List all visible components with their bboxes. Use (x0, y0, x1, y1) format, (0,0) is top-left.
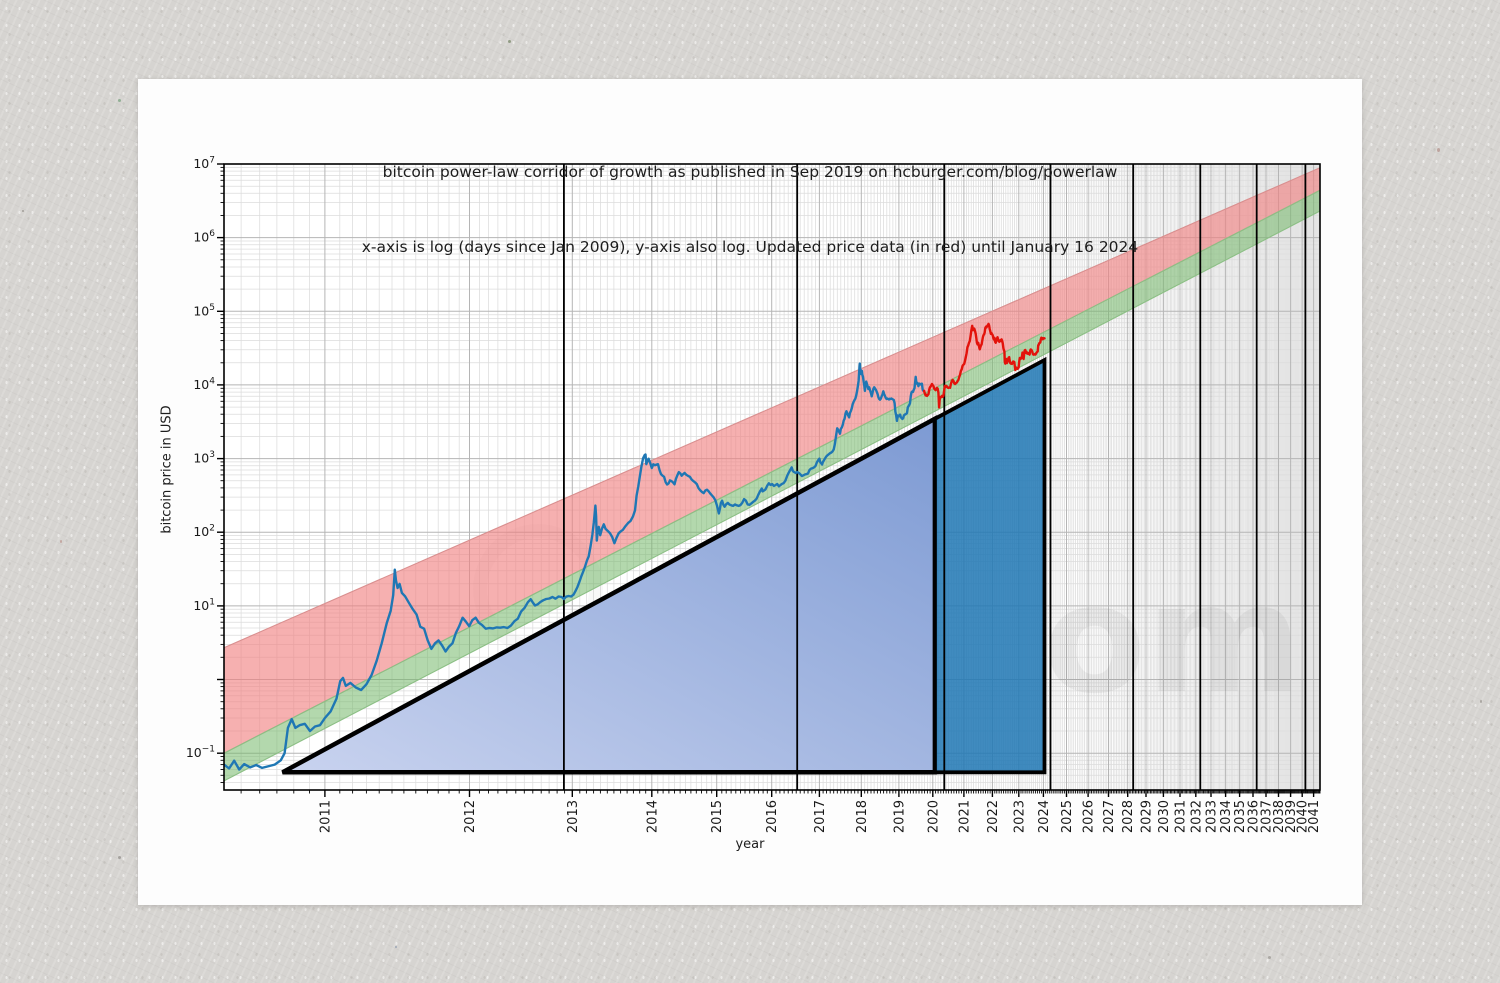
x-tick-label-2041: 2041 (1307, 800, 1322, 833)
x-tick-label-2020: 2020 (926, 800, 941, 833)
x-tick-label-2029: 2029 (1140, 800, 1155, 833)
x-tick-label-2035: 2035 (1233, 800, 1248, 833)
x-tick-label-2032: 2032 (1189, 800, 1204, 833)
x-tick-label-2015: 2015 (710, 800, 725, 833)
x-tick-labels: 2011 2012 2013 2014 2015 2016 2017 2018 2019 2020… (318, 800, 1322, 833)
halving-lines (562, 164, 1307, 790)
watermark-text: om (1043, 553, 1302, 727)
chart-title-line1: bitcoin power-law corridor of growth as … (382, 163, 1118, 181)
x-axis-label: year (735, 837, 765, 852)
y-tick-exponent: 1 (209, 597, 215, 607)
x-tick-label-2031: 2031 (1174, 800, 1189, 833)
tick-marks (217, 163, 1321, 797)
x-tick-label-2018: 2018 (855, 800, 870, 833)
x-tick-label-2026: 2026 (1082, 800, 1097, 833)
x-tick-label-2023: 2023 (1012, 800, 1027, 833)
paper-speck (60, 540, 62, 543)
y-tick-exponent: 7 (209, 156, 215, 166)
paper-speck (1268, 956, 1271, 959)
x-tick-label-2036: 2036 (1247, 800, 1262, 833)
extension-block (933, 356, 1047, 775)
x-tick-label-2016: 2016 (765, 800, 780, 833)
x-tick-label-2013: 2013 (566, 800, 581, 833)
paper-speck (508, 40, 511, 43)
x-tick-label-2028: 2028 (1121, 800, 1136, 833)
x-tick-label-2038: 2038 (1272, 800, 1287, 833)
x-tick-label-2019: 2019 (892, 800, 907, 833)
y-tick-label-10e4: 104 (193, 376, 215, 392)
corridor-band-upper (224, 167, 1320, 754)
y-tick-exponent: 2 (209, 524, 215, 534)
paper-speck (1480, 700, 1482, 703)
x-tick-label-2039: 2039 (1284, 800, 1299, 833)
chart-title-line2: x-axis is log (days since Jan 2009), y-a… (361, 238, 1139, 256)
y-tick-exponent: −1 (202, 745, 215, 755)
x-tick-label-2022: 2022 (986, 800, 1001, 833)
chart-title: bitcoin power-law corridor of growth as … (138, 110, 1362, 310)
paper-speck (118, 99, 121, 102)
corridor-band-lower-edge (224, 210, 1320, 782)
price-line-updated (922, 322, 1046, 409)
x-tick-label-2033: 2033 (1205, 800, 1220, 833)
y-tick-exponent: 6 (209, 229, 215, 239)
corridor-band-upper-edge (224, 167, 1320, 649)
y-tick-exponent: 5 (209, 303, 215, 313)
watermark: om (473, 524, 1302, 727)
x-tick-label-2027: 2027 (1102, 800, 1117, 833)
y-tick-exponent: 3 (209, 450, 215, 460)
paper-speck (395, 946, 397, 948)
y-tick-label-10e1: 101 (193, 597, 215, 613)
y-tick-label-10e2: 102 (193, 524, 215, 540)
x-tick-label-2017: 2017 (813, 800, 828, 833)
x-tick-label-2037: 2037 (1260, 800, 1275, 833)
x-tick-label-2024: 2024 (1037, 800, 1052, 833)
paper-speck (1437, 148, 1440, 152)
y-tick-label-10e3: 103 (193, 450, 215, 466)
x-tick-label-2030: 2030 (1157, 800, 1172, 833)
corridor-band-lower-edge (224, 189, 1320, 754)
y-tick-exponent: 4 (209, 376, 215, 386)
x-tick-label-2011: 2011 (318, 800, 333, 833)
y-axis-label: bitcoin price in USD (159, 405, 175, 534)
chart-image-card: bitcoin power-law corridor of growth as … (138, 79, 1362, 905)
x-tick-label-2034: 2034 (1219, 800, 1234, 833)
x-tick-label-2040: 2040 (1296, 800, 1311, 833)
x-tick-label-2021: 2021 (957, 800, 972, 833)
x-tick-label-2014: 2014 (645, 800, 660, 833)
paper-speck (22, 210, 24, 212)
x-tick-label-2012: 2012 (463, 800, 478, 833)
price-line-original (224, 362, 926, 771)
x-tick-label-2025: 2025 (1060, 800, 1075, 833)
paper-speck (118, 856, 121, 859)
y-tick-label-10e-1: 10−1 (186, 745, 215, 761)
